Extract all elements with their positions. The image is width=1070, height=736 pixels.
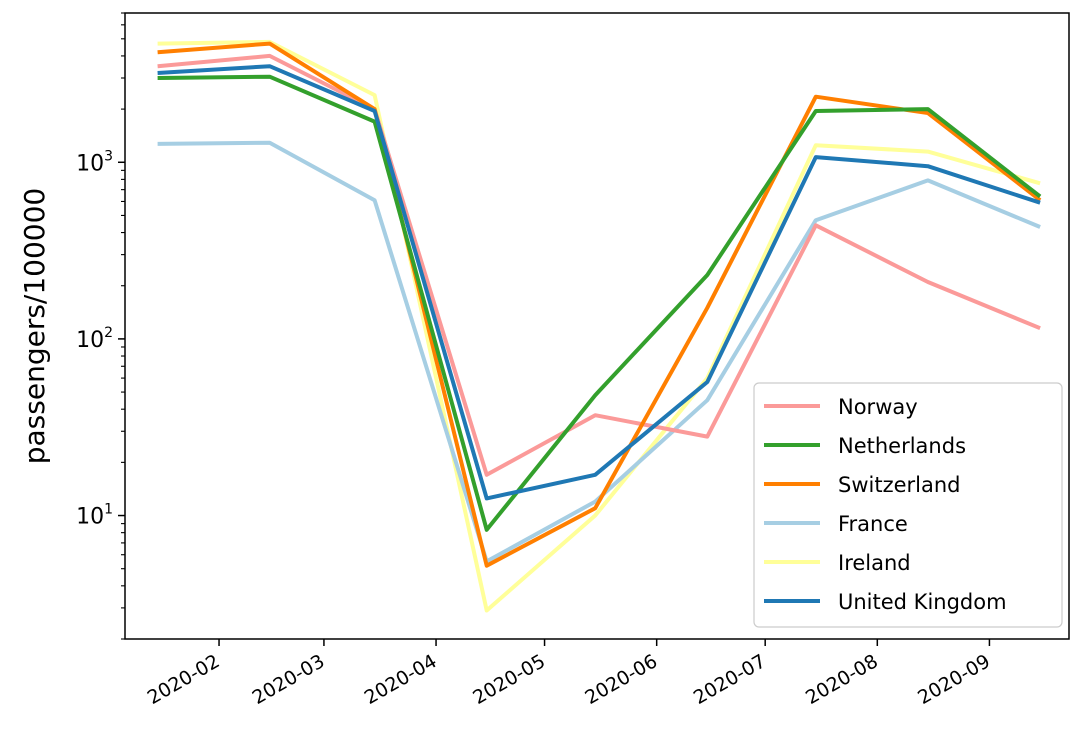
legend-label-netherlands: Netherlands	[838, 434, 966, 458]
legend-label-united-kingdom: United Kingdom	[838, 590, 1007, 614]
y-tick-exponent: 3	[104, 148, 113, 164]
plot-frame	[124, 12, 1070, 640]
legend-box	[753, 382, 1063, 628]
y-tick-label: 103	[76, 148, 113, 176]
legend-label-switzerland: Switzerland	[838, 473, 961, 497]
y-tick-base: 10	[76, 328, 104, 353]
legend-label-norway: Norway	[838, 395, 918, 419]
legend: Norway Netherlands Switzerland France Irelan…	[753, 382, 1063, 628]
y-tick-exponent: 1	[104, 502, 113, 518]
series-layer	[157, 39, 1042, 613]
y-tick-label: 101	[76, 502, 113, 530]
legend-label-france: France	[838, 512, 908, 536]
legend-label-ireland: Ireland	[838, 551, 911, 575]
y-tick-base: 10	[76, 505, 104, 530]
y-tick-label: 102	[76, 325, 113, 353]
y-tick-base: 10	[76, 151, 104, 176]
y-tick-exponent: 2	[104, 325, 113, 341]
y-axis-label: passengers/100000	[18, 188, 51, 465]
